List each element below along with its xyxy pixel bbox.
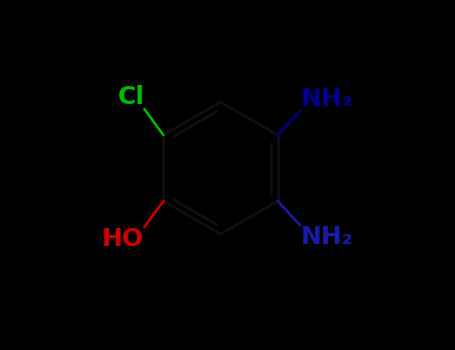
Text: NH₂: NH₂ xyxy=(300,87,353,111)
Text: HO: HO xyxy=(102,227,144,251)
Text: Cl: Cl xyxy=(117,85,144,109)
Text: NH₂: NH₂ xyxy=(300,225,353,249)
